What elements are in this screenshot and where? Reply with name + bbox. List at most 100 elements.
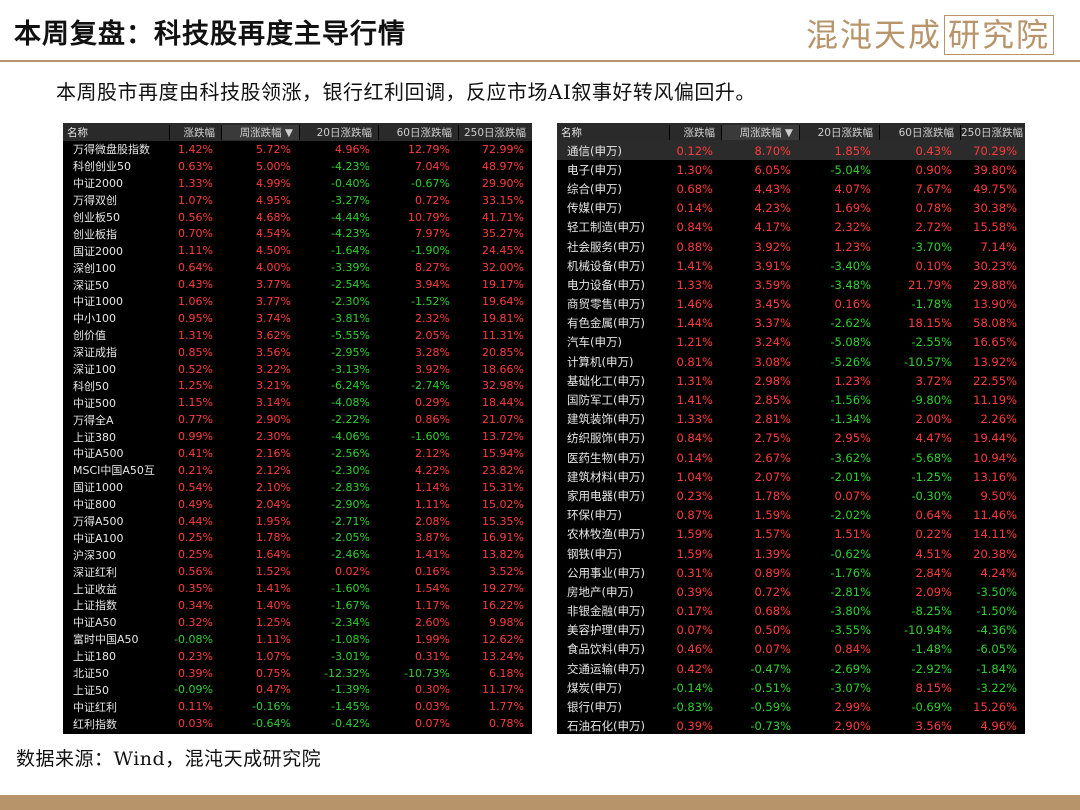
table-row[interactable]: 食品饮料(申万) 0.46% 0.07% 0.84% -1.48% -6.05% [557,640,1025,659]
weekly-change-header[interactable]: 周涨跌幅 ▼ [721,124,799,140]
table-row[interactable]: 计算机(申万) 0.81% 3.08% -5.26% -10.57% 13.92% [557,352,1025,371]
table-row[interactable]: 深证成指 0.85% 3.56% -2.95% 3.28% 20.85% [63,344,532,361]
row-name: 社会服务(申万) [567,239,645,254]
table-row[interactable]: 创业板50 0.56% 4.68% -4.44% 10.79% 41.71% [63,209,532,226]
table-row[interactable]: 科创创业50 0.63% 5.00% -4.23% 7.04% 48.97% [63,158,532,175]
table-row[interactable]: 万得全A 0.77% 2.90% -2.22% 0.86% 21.07% [63,411,532,428]
table-row[interactable]: 社会服务(申万) 0.88% 3.92% 1.23% -3.70% 7.14% [557,237,1025,256]
change-20d-header[interactable]: 20日涨跌幅 [799,124,879,140]
table-row[interactable]: 石油石化(申万) 0.39% -0.73% 2.90% 3.56% 4.96% [557,717,1025,736]
table-row[interactable]: 有色金属(申万) 1.44% 3.37% -2.62% 18.15% 58.08% [557,314,1025,333]
table-row[interactable]: 科创50 1.25% 3.21% -6.24% -2.74% 32.98% [63,377,532,394]
table-row[interactable]: 万得微盘股指数 1.42% 5.72% 4.96% 12.79% 72.99% [63,141,532,158]
table-row[interactable]: 交通运输(申万) 0.42% -0.47% -2.69% -2.92% -1.84% [557,659,1025,678]
table-row[interactable]: 万得A500 0.44% 1.95% -2.71% 2.08% 15.35% [63,513,532,530]
table-row[interactable]: 传媒(申万) 0.14% 4.23% 1.69% 0.78% 30.38% [557,199,1025,218]
row-value: 0.07% [415,717,450,731]
table-row[interactable]: 医药生物(申万) 0.14% 2.67% -3.62% -5.68% 10.94% [557,448,1025,467]
table-row[interactable]: 汽车(申万) 1.21% 3.24% -5.08% -2.55% 16.65% [557,333,1025,352]
row-name: 房地产(申万) [567,584,634,599]
row-value: -2.83% [331,480,370,494]
row-value: 1.54% [415,582,450,596]
table-row[interactable]: 商贸零售(申万) 1.46% 3.45% 0.16% -1.78% 13.90% [557,295,1025,314]
table-row[interactable]: 中证红利 0.11% -0.16% -1.45% 0.03% 1.77% [63,698,532,715]
table-row[interactable]: 沪深300 0.25% 1.64% -2.46% 1.41% 13.82% [63,546,532,563]
row-name: 上证380 [73,430,116,444]
name-header[interactable]: 名称 [67,126,88,139]
table-row[interactable]: 中证A500 0.41% 2.16% -2.56% 2.12% 15.94% [63,445,532,462]
name-header[interactable]: 名称 [561,126,582,139]
table-row[interactable]: 公用事业(申万) 0.31% 0.89% -1.76% 2.84% 4.24% [557,563,1025,582]
table-row[interactable]: 机械设备(申万) 1.41% 3.91% -3.40% 0.10% 30.23% [557,256,1025,275]
table-row[interactable]: 上证收益 0.35% 1.41% -1.60% 1.54% 19.27% [63,580,532,597]
row-value: -1.48% [911,642,952,657]
table-row[interactable]: 电子(申万) 1.30% 6.05% -5.04% 0.90% 39.80% [557,160,1025,179]
table-row[interactable]: 中证2000 1.33% 4.99% -0.40% -0.67% 29.90% [63,175,532,192]
row-name: 农林牧渔(申万) [567,527,645,542]
row-value: 4.47% [915,431,952,446]
table-row[interactable]: 纺织服饰(申万) 0.84% 2.75% 2.95% 4.47% 19.44% [557,429,1025,448]
table-row[interactable]: 家用电器(申万) 0.23% 1.78% 0.07% -0.30% 9.50% [557,486,1025,505]
row-value: 4.07% [834,181,871,196]
table-row[interactable]: 创业板指 0.70% 4.54% -4.23% 7.97% 35.27% [63,225,532,242]
row-value: 1.41% [256,582,291,596]
table-row[interactable]: 国防军工(申万) 1.41% 2.85% -1.56% -9.80% 11.19% [557,390,1025,409]
table-row[interactable]: 非银金融(申万) 0.17% 0.68% -3.80% -8.25% -1.50% [557,602,1025,621]
table-row[interactable]: 深证100 0.52% 3.22% -3.13% 3.92% 18.66% [63,361,532,378]
change-60d-header[interactable]: 60日涨跌幅 [378,124,458,140]
table-row[interactable]: 万得双创 1.07% 4.95% -3.27% 0.72% 33.15% [63,192,532,209]
table-row[interactable]: MSCI中国A50互 0.21% 2.12% -2.30% 4.22% 23.82% [63,462,532,479]
table-row[interactable]: 通信(申万) 0.12% 8.70% 1.85% 0.43% 70.29% [557,141,1025,161]
change-20d-header[interactable]: 20日涨跌幅 [299,124,378,140]
table-row[interactable]: 深创100 0.64% 4.00% -3.39% 8.27% 32.00% [63,259,532,276]
row-value: -10.73% [404,666,450,680]
change-header[interactable]: 涨跌幅 [669,124,721,140]
row-value: 2.84% [915,565,952,580]
table-row[interactable]: 中证A100 0.25% 1.78% -2.05% 3.87% 16.91% [63,529,532,546]
table-row[interactable]: 煤炭(申万) -0.14% -0.51% -3.07% 8.15% -3.22% [557,678,1025,697]
table-row[interactable]: 农林牧渔(申万) 1.59% 1.57% 1.51% 0.22% 14.11% [557,525,1025,544]
table-row[interactable]: 上证50 -0.09% 0.47% -1.39% 0.30% 11.17% [63,682,532,699]
table-row[interactable]: 综合(申万) 0.68% 4.43% 4.07% 7.67% 49.75% [557,179,1025,198]
table-row[interactable]: 中证A50 0.32% 1.25% -2.34% 2.60% 9.98% [63,614,532,631]
table-row[interactable]: 轻工制造(申万) 0.84% 4.17% 2.32% 2.72% 15.58% [557,218,1025,237]
row-name: 创业板50 [73,211,120,224]
table-row[interactable]: 上证指数 0.34% 1.40% -1.67% 1.17% 16.22% [63,597,532,614]
row-value: 20.38% [973,546,1017,561]
change-250d-header[interactable]: 250日涨跌幅 [960,124,1024,140]
change-250d-header[interactable]: 250日涨跌幅 [458,124,532,140]
change-header[interactable]: 涨跌幅 [169,124,221,140]
table-row[interactable]: 中证1000 1.06% 3.77% -2.30% -1.52% 19.64% [63,293,532,310]
table-row[interactable]: 创价值 1.31% 3.62% -5.55% 2.05% 11.31% [63,327,532,344]
table-row[interactable]: 建筑材料(申万) 1.04% 2.07% -2.01% -1.25% 13.16% [557,467,1025,486]
table-row[interactable]: 电力设备(申万) 1.33% 3.59% -3.48% 21.79% 29.88% [557,275,1025,294]
table-row[interactable]: 中证500 1.15% 3.14% -4.08% 0.29% 18.44% [63,394,532,411]
row-value: 0.16% [415,565,450,579]
table-row[interactable]: 钢铁(申万) 1.59% 1.39% -0.62% 4.51% 20.38% [557,544,1025,563]
table-row[interactable]: 美容护理(申万) 0.07% 0.50% -3.55% -10.94% -4.36% [557,621,1025,640]
table-row[interactable]: 红利指数 0.03% -0.64% -0.42% 0.07% 0.78% [63,715,532,732]
table-row[interactable]: 国证2000 1.11% 4.50% -1.64% -1.90% 24.45% [63,242,532,259]
table-row[interactable]: 深证50 0.43% 3.77% -2.54% 3.94% 19.17% [63,276,532,293]
row-value: 3.91% [754,258,791,273]
table-row[interactable]: 建筑装饰(申万) 1.33% 2.81% -1.34% 2.00% 2.26% [557,410,1025,429]
table-row[interactable]: 深证红利 0.56% 1.52% 0.02% 0.16% 3.52% [63,563,532,580]
table-row[interactable]: 上证380 0.99% 2.30% -4.06% -1.60% 13.72% [63,428,532,445]
row-value: -0.14% [672,680,713,695]
change-60d-header[interactable]: 60日涨跌幅 [879,124,960,140]
row-value: 0.31% [415,649,450,663]
table-row[interactable]: 北证50 0.39% 0.75% -12.32% -10.73% 6.18% [63,665,532,682]
table-row[interactable]: 环保(申万) 0.87% 1.59% -2.02% 0.64% 11.46% [557,506,1025,525]
table-row[interactable]: 房地产(申万) 0.39% 0.72% -2.81% 2.09% -3.50% [557,582,1025,601]
table-row[interactable]: 基础化工(申万) 1.31% 2.98% 1.23% 3.72% 22.55% [557,371,1025,390]
row-value: 0.39% [676,584,713,599]
weekly-change-header[interactable]: 周涨跌幅 ▼ [221,124,299,140]
table-row[interactable]: 中小100 0.95% 3.74% -3.81% 2.32% 19.81% [63,310,532,327]
table-row[interactable]: 富时中国A50 -0.08% 1.11% -1.08% 1.99% 12.62% [63,631,532,648]
table-row[interactable]: 中证800 0.49% 2.04% -2.90% 1.11% 15.02% [63,496,532,513]
table-row[interactable]: 银行(申万) -0.83% -0.59% 2.99% -0.69% 15.26% [557,697,1025,716]
table-row[interactable]: 上证180 0.23% 1.07% -3.01% 0.31% 13.24% [63,648,532,665]
row-value: -5.55% [331,328,370,342]
table-row[interactable]: 国证1000 0.54% 2.10% -2.83% 1.14% 15.31% [63,479,532,496]
row-value: -3.80% [830,604,871,619]
